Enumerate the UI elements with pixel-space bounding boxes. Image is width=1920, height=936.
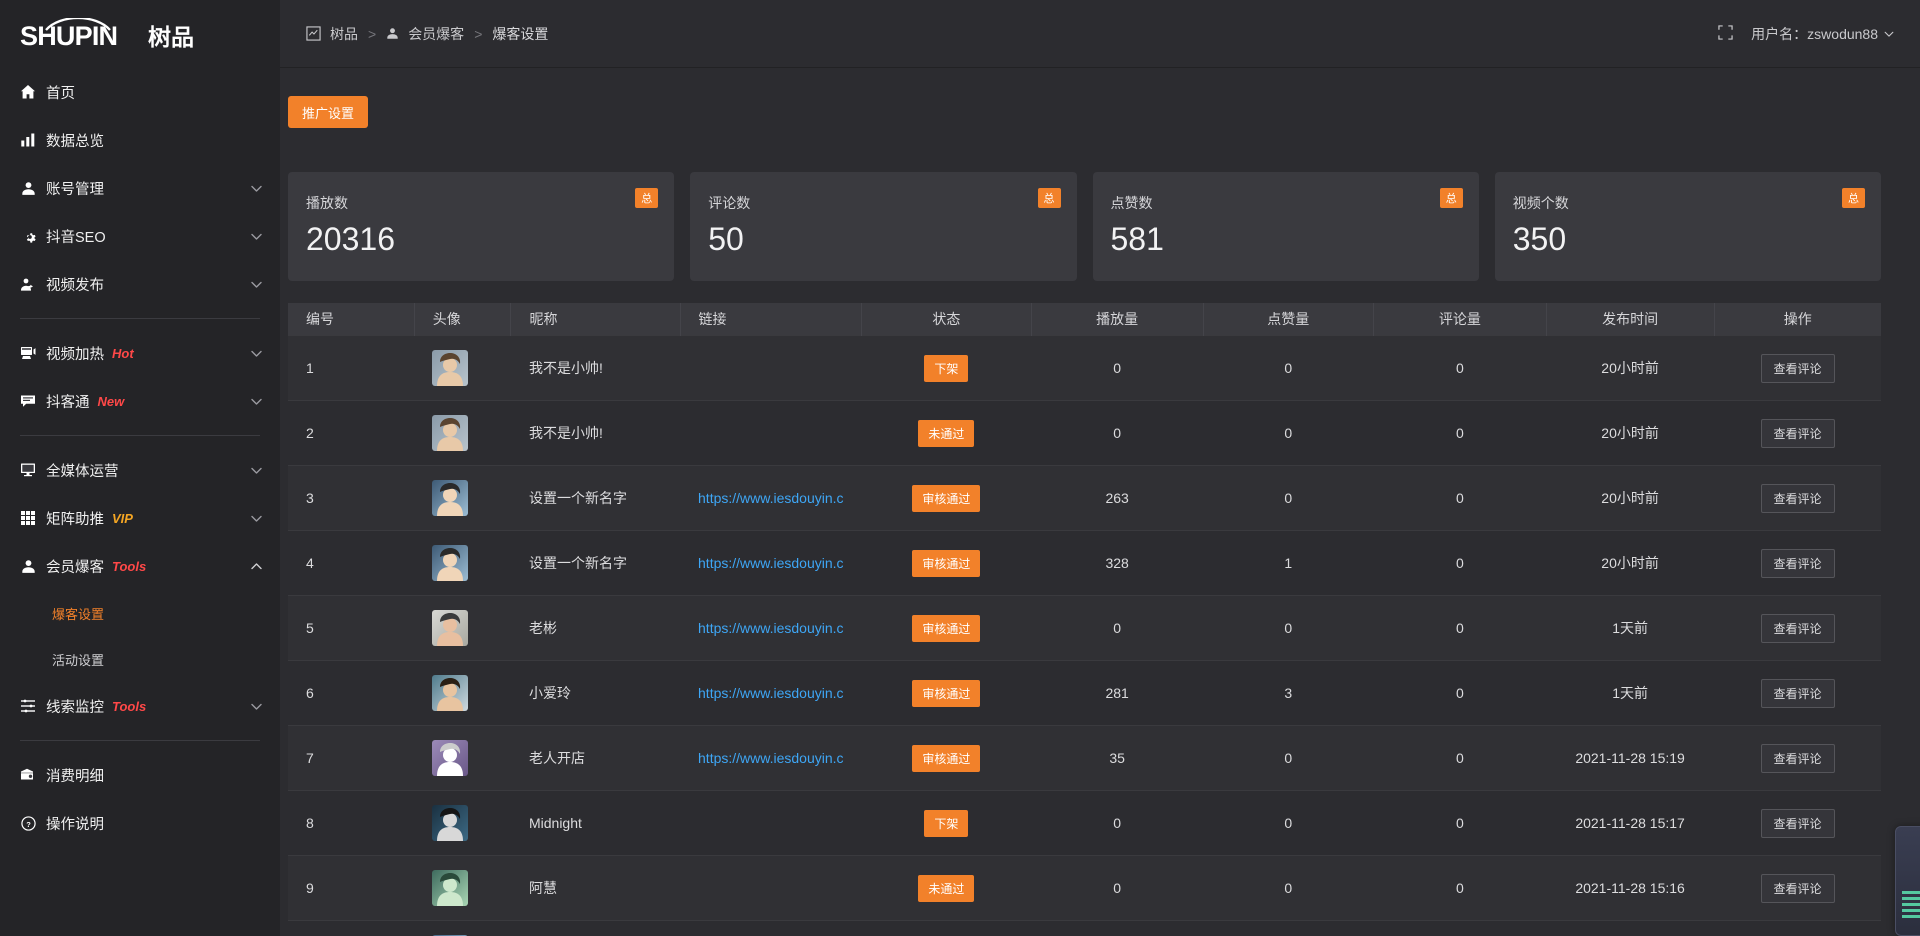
svg-text:树品: 树品: [148, 24, 194, 50]
svg-text:SHUPIN: SHUPIN: [20, 21, 117, 50]
svg-text:?: ?: [26, 819, 31, 828]
